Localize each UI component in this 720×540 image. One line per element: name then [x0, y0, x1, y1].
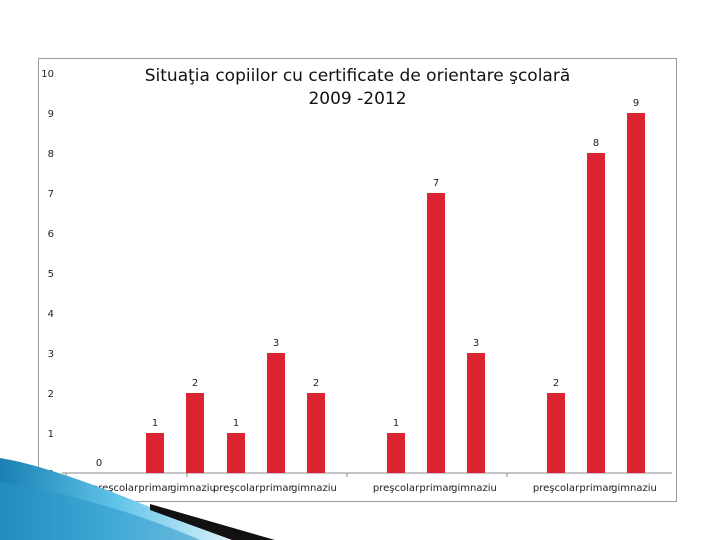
x-tick-label: primar: [419, 483, 453, 494]
bar: [387, 433, 405, 473]
y-tick-label: 6: [48, 229, 54, 240]
x-tick-label: primar: [579, 483, 613, 494]
bar: [186, 393, 204, 473]
x-tick-label: primar: [138, 483, 172, 494]
data-label: 3: [473, 338, 479, 349]
data-label: 1: [233, 418, 239, 429]
bar: [307, 393, 325, 473]
y-tick-label: 8: [48, 149, 54, 160]
y-tick-label: 9: [48, 109, 54, 120]
bar: [267, 353, 285, 473]
data-label: 2: [313, 378, 319, 389]
x-tick-label: primar: [259, 483, 293, 494]
data-label: 1: [152, 418, 158, 429]
data-label: 2: [553, 378, 559, 389]
chart-frame: [38, 58, 677, 502]
y-tick-label: 5: [48, 269, 54, 280]
bar: [547, 393, 565, 473]
bar: [427, 193, 445, 473]
data-label: 9: [633, 98, 639, 109]
x-tick-label: gimnaziu: [611, 483, 657, 494]
data-label: 3: [273, 338, 279, 349]
bar: [587, 153, 605, 473]
x-tick-label: preşcolar: [213, 483, 260, 494]
data-label: 8: [593, 138, 599, 149]
slide-corner-decoration: [0, 458, 275, 540]
y-tick-label: 3: [48, 349, 54, 360]
y-tick-label: 4: [48, 309, 54, 320]
data-label: 1: [393, 418, 399, 429]
bar: [227, 433, 245, 473]
bar: [627, 113, 645, 473]
data-label: 0: [96, 458, 102, 469]
y-tick-label: 10: [41, 69, 54, 80]
x-tick-label: preşcolar: [533, 483, 580, 494]
bar: [146, 433, 164, 473]
y-tick-label: 2: [48, 389, 54, 400]
data-label: 2: [192, 378, 198, 389]
x-tick-label: preşcolar: [373, 483, 420, 494]
x-tick-label: preşcolar: [92, 483, 139, 494]
y-tick-label: 1: [48, 429, 54, 440]
data-label: 7: [433, 178, 439, 189]
x-tick-label: gimnaziu: [451, 483, 497, 494]
bar: [467, 353, 485, 473]
x-tick-label: gimnaziu: [170, 483, 216, 494]
y-tick-label: 7: [48, 189, 54, 200]
x-tick-label: gimnaziu: [291, 483, 337, 494]
